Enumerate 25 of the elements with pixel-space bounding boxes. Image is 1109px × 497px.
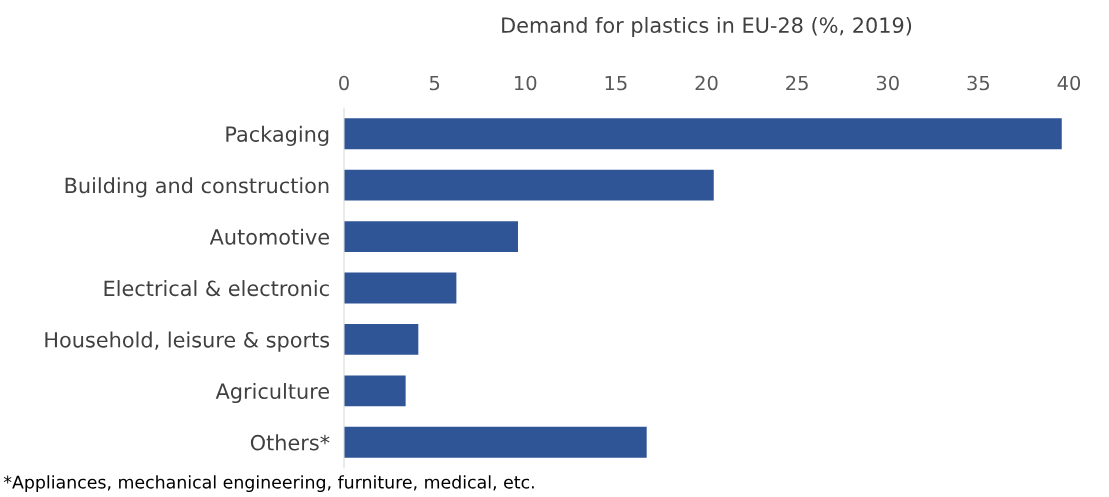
bar [344,324,419,355]
y-tick-label: Agriculture [215,382,329,404]
x-tick-label: 0 [339,75,349,91]
bar [344,272,457,304]
x-tick-label: 35 [967,75,990,91]
y-tick-label: Household, leisure & sports [45,331,330,352]
x-tick-label: 25 [786,75,808,91]
bar [344,221,518,252]
y-tick-label: Building and construction [65,177,329,198]
bar [344,118,1062,150]
bar [344,426,647,458]
chart-title: Demand for plastics in EU-28 (%, 2019) [502,16,912,38]
bar [344,375,406,407]
x-tick-label: 15 [605,75,627,91]
text: *Appliances, mechanical engineering, furniture, medical, etc. [3,475,534,493]
x-tick-label: 40 [1057,75,1081,91]
x-tick-label: 30 [876,75,899,91]
bar [344,169,714,201]
y-tick-label: Others* [250,434,330,451]
y-tick-label: Automotive [209,228,329,245]
x-tick-label: 20 [695,75,718,91]
y-tick-label: Packaging [226,125,329,146]
x-tick-label: 10 [515,75,537,91]
y-tick-label: Electrical & electronic [104,280,329,297]
x-tick-label: 5 [429,75,440,91]
